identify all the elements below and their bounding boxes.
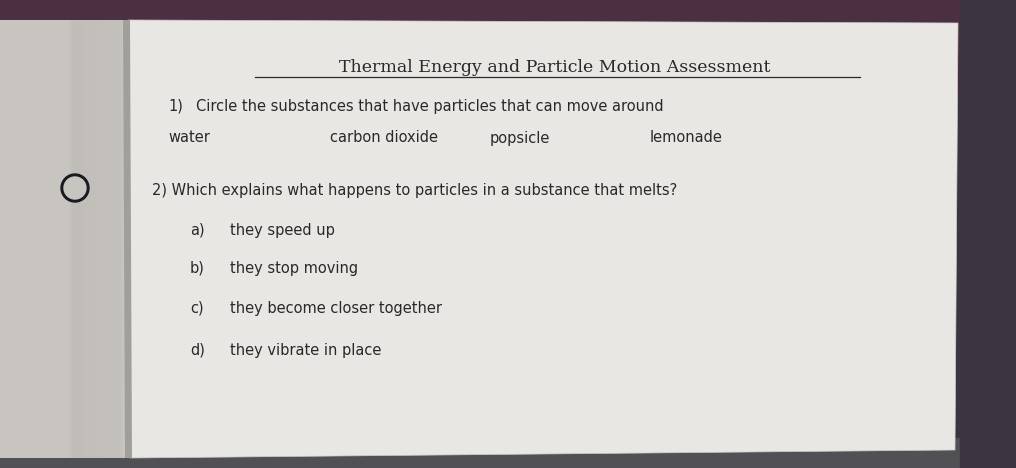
Bar [107,20,109,458]
Bar [92,20,94,458]
Text: Circle the substances that have particles that can move around: Circle the substances that have particle… [196,98,663,114]
Text: they stop moving: they stop moving [230,261,358,276]
Text: 1): 1) [168,98,183,114]
Bar [122,20,124,458]
Bar [88,20,90,458]
Bar [82,20,84,458]
Text: d): d) [190,343,205,358]
Bar [0,438,1016,468]
Bar [119,20,121,458]
Bar [109,20,111,458]
Bar [112,20,114,458]
Bar [97,20,99,458]
Text: popsicle: popsicle [490,131,551,146]
Bar [114,20,116,458]
Bar [94,20,96,458]
Bar [74,20,76,458]
Bar [129,20,131,458]
Bar [86,20,88,458]
Bar [81,20,83,458]
Bar [101,20,103,458]
Bar [121,20,123,458]
Bar [125,20,127,458]
Bar [126,20,128,458]
Bar [87,20,89,458]
Bar [89,20,91,458]
Bar [118,20,120,458]
Bar [115,20,117,458]
Bar [116,20,118,458]
Circle shape [61,174,89,202]
Text: lemonade: lemonade [650,131,722,146]
Text: Thermal Energy and Particle Motion Assessment: Thermal Energy and Particle Motion Asses… [339,59,771,76]
Bar [96,20,98,458]
Bar [110,20,112,458]
Bar [123,20,125,458]
Bar [72,20,74,458]
Bar [113,20,115,458]
Bar [117,20,119,458]
Bar [128,20,130,458]
Bar [80,20,82,458]
Bar [103,20,105,458]
Bar [105,20,107,458]
Bar [70,20,72,458]
Polygon shape [0,20,130,458]
Bar [960,0,1016,468]
Bar [106,20,108,458]
Bar [91,20,93,458]
Bar [83,20,85,458]
Text: they speed up: they speed up [230,222,335,237]
Bar [120,20,122,458]
Bar [93,20,96,458]
Bar [108,20,110,458]
Bar [77,20,79,458]
Text: they become closer together: they become closer together [230,300,442,315]
Bar [71,20,73,458]
Text: they vibrate in place: they vibrate in place [230,343,381,358]
Bar [73,20,75,458]
Bar [99,20,101,458]
Bar [85,20,87,458]
Bar [0,0,1016,88]
Bar [104,20,106,458]
Bar [111,20,113,458]
Bar [90,20,92,458]
Bar [75,20,77,458]
Bar [100,20,102,458]
Bar [79,20,81,458]
Circle shape [64,177,86,199]
Polygon shape [123,20,132,458]
Bar [76,20,78,458]
Bar [96,20,97,458]
Bar [102,20,104,458]
Text: b): b) [190,261,205,276]
Bar [127,20,129,458]
Bar [98,20,100,458]
Polygon shape [128,20,958,458]
Bar [84,20,86,458]
Text: a): a) [190,222,204,237]
Text: water: water [168,131,210,146]
Bar [124,20,126,458]
Bar [78,20,80,458]
Text: c): c) [190,300,203,315]
Text: carbon dioxide: carbon dioxide [330,131,438,146]
Text: 2) Which explains what happens to particles in a substance that melts?: 2) Which explains what happens to partic… [152,183,678,197]
